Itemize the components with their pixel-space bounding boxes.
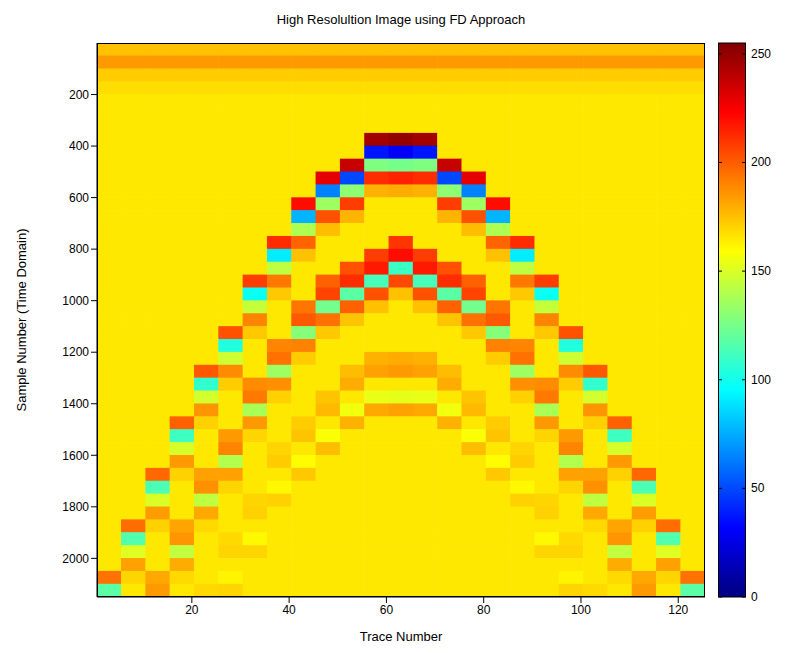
svg-text:600: 600 (69, 191, 89, 205)
svg-text:800: 800 (69, 242, 89, 256)
svg-text:1600: 1600 (62, 449, 89, 463)
svg-text:200: 200 (751, 155, 771, 169)
svg-text:20: 20 (185, 603, 199, 617)
svg-text:100: 100 (571, 603, 591, 617)
svg-text:1200: 1200 (62, 345, 89, 359)
svg-text:0: 0 (751, 590, 758, 604)
svg-text:100: 100 (751, 373, 771, 387)
svg-text:50: 50 (751, 481, 765, 495)
svg-text:1400: 1400 (62, 397, 89, 411)
svg-text:40: 40 (282, 603, 296, 617)
svg-text:80: 80 (477, 603, 491, 617)
svg-text:400: 400 (69, 139, 89, 153)
svg-text:Trace Number: Trace Number (360, 629, 443, 644)
svg-text:1800: 1800 (62, 500, 89, 514)
svg-text:Sample Number (Time Domain): Sample Number (Time Domain) (14, 228, 29, 411)
svg-text:1000: 1000 (62, 294, 89, 308)
svg-text:2000: 2000 (62, 552, 89, 566)
svg-text:150: 150 (751, 264, 771, 278)
html-text:High Resolultion Image using F: High Resolultion Image using FD Approach (276, 12, 526, 27)
svg-text:250: 250 (751, 47, 771, 61)
svg-text:200: 200 (69, 88, 89, 102)
svg-text:60: 60 (380, 603, 394, 617)
svg-text:120: 120 (668, 603, 688, 617)
